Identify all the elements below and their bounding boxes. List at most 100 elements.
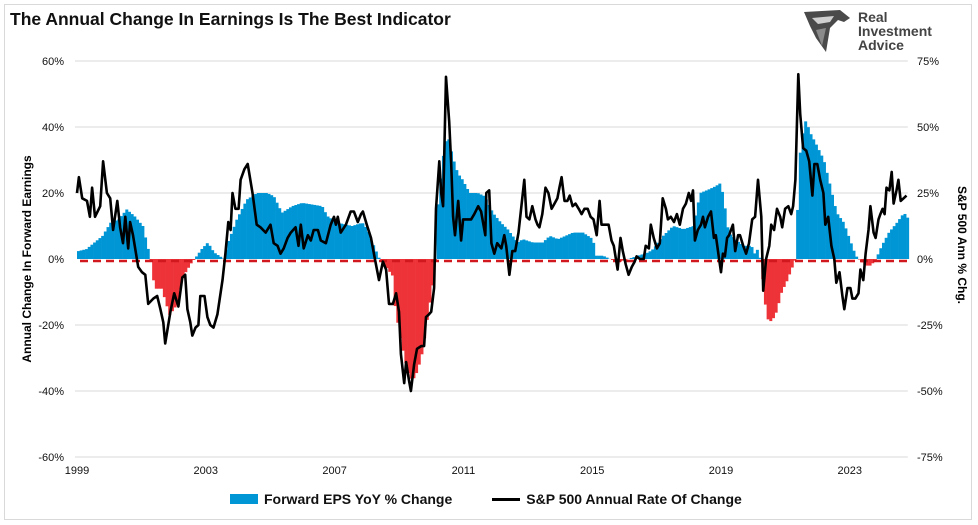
eps-bar [538, 242, 542, 259]
eps-bar [766, 259, 770, 320]
eps-bar [385, 259, 389, 269]
eps-bar [203, 246, 207, 259]
eps-bar [812, 139, 816, 259]
x-tick-label: 2003 [194, 465, 218, 477]
eps-bar [570, 232, 574, 259]
eps-bar [844, 228, 848, 259]
eps-bar [280, 212, 284, 259]
eps-bar [750, 247, 754, 259]
eps-bar [396, 259, 400, 323]
eps-bar [358, 223, 362, 259]
eps-bar [849, 243, 853, 259]
eps-bar [181, 259, 185, 279]
x-tick-label: 1999 [65, 465, 89, 477]
eps-bar [801, 133, 805, 259]
eps-bar [436, 204, 440, 259]
eagle-logo-icon [804, 10, 850, 52]
eps-bar [165, 259, 169, 307]
eps-bar [742, 245, 746, 259]
eps-bar [216, 255, 220, 259]
eps-bar [782, 259, 786, 287]
y-tick-label: 40% [42, 122, 64, 134]
eps-bar [200, 248, 204, 259]
eps-bar [262, 193, 266, 259]
eps-bar [431, 259, 435, 286]
eps-bar [820, 155, 824, 259]
eps-bar [557, 238, 561, 259]
eps-bar [229, 233, 233, 259]
eps-bar [721, 191, 724, 259]
eps-bar [468, 193, 472, 259]
y-tick-label: 20% [42, 188, 64, 200]
x-tick-label: 2023 [838, 465, 862, 477]
eps-bar [855, 256, 859, 259]
eps-bar [664, 233, 668, 259]
eps-bar [522, 239, 526, 259]
eps-bar [106, 227, 110, 259]
eps-bar [586, 236, 590, 259]
eps-bar [283, 210, 287, 259]
eps-bar [178, 259, 182, 290]
eps-bar [839, 218, 843, 259]
eps-bar [758, 257, 762, 259]
eps-bar [653, 246, 657, 259]
eps-bar [686, 227, 690, 259]
eps-bar [144, 237, 148, 259]
eps-bar [868, 259, 872, 266]
eps-bar [621, 259, 625, 261]
eps-bar [774, 259, 778, 313]
eps-bar [219, 256, 223, 259]
eps-bar [632, 257, 636, 259]
eps-bar [895, 222, 899, 259]
eps-bar [192, 259, 196, 260]
eps-bar [645, 252, 649, 259]
eps-bar [331, 220, 335, 259]
eps-bar [101, 235, 105, 259]
eps-bar [715, 185, 719, 259]
eps-bar [551, 237, 555, 259]
eps-bar [168, 259, 172, 315]
eps-bar [412, 259, 416, 379]
eps-bar [173, 259, 177, 308]
eps-bar [356, 224, 360, 259]
eps-bar [297, 204, 301, 259]
eps-bar [399, 259, 402, 339]
eps-bar [737, 241, 741, 259]
eps-bar [517, 241, 521, 259]
eps-bar [428, 259, 432, 303]
eps-bar [374, 251, 378, 259]
eps-bar [906, 217, 910, 259]
eps-bar [184, 259, 188, 273]
eps-bar [871, 259, 875, 264]
eps-bar [492, 214, 496, 259]
y2-axis-label: S&P 500 Ann % Chg. [955, 186, 969, 304]
eps-bar [114, 220, 118, 259]
eps-bar [353, 225, 357, 259]
eps-bar [404, 259, 408, 364]
eps-bar [136, 219, 140, 259]
eps-bar [476, 193, 480, 259]
logo-line: Investment [858, 23, 932, 39]
eps-bar [439, 178, 443, 259]
eps-bar [227, 240, 231, 259]
eps-bar [798, 152, 802, 259]
x-tick-label: 2019 [709, 465, 733, 477]
eps-bar [447, 139, 451, 259]
eps-bar [600, 255, 604, 259]
eps-bar [302, 203, 306, 259]
eps-bar [243, 203, 247, 259]
chart-title: The Annual Change In Earnings Is The Bes… [10, 9, 451, 29]
legend-item-sp500: S&P 500 Annual Rate Of Change [492, 491, 742, 507]
eps-bar [565, 235, 569, 259]
eps-bar [138, 222, 142, 259]
eps-bar [509, 232, 512, 259]
eps-bar [401, 259, 405, 351]
eps-bar [246, 199, 250, 259]
eps-bar [93, 242, 97, 259]
eps-bar [790, 259, 794, 268]
eps-bar [369, 238, 373, 259]
legend-swatch-line [492, 497, 521, 501]
legend-swatch-bar [230, 494, 258, 504]
eps-bar [707, 189, 711, 259]
